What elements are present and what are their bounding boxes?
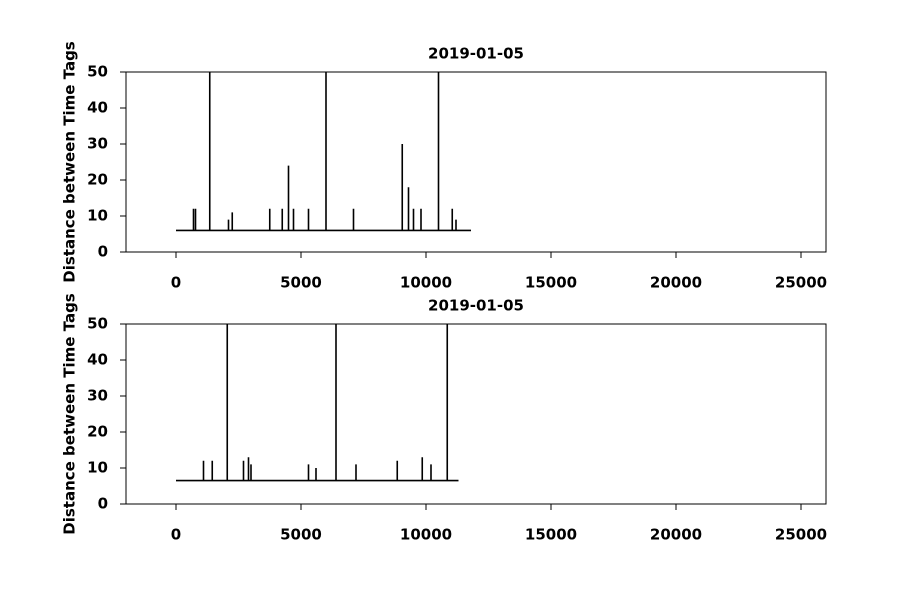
y-tick-label: 0	[98, 495, 108, 513]
y-tick-label: 20	[87, 171, 108, 189]
x-tick-label: 10000	[400, 274, 452, 292]
x-tick-label: 25000	[775, 526, 827, 544]
x-tick-label: 0	[171, 526, 181, 544]
x-tick-label: 0	[171, 274, 181, 292]
x-tick-label: 15000	[525, 526, 577, 544]
chart-title: 2019-01-05	[428, 45, 524, 63]
plot-frame	[125, 323, 827, 505]
x-tick-label: 10000	[400, 526, 452, 544]
x-tick-label: 20000	[650, 526, 702, 544]
chart-title: 2019-01-05	[428, 297, 524, 315]
y-tick-label: 50	[87, 315, 108, 333]
x-tick-label: 20000	[650, 274, 702, 292]
y-tick-label: 10	[87, 207, 108, 225]
y-tick-label: 30	[87, 135, 108, 153]
y-axis-label: Distance between Time Tags	[61, 41, 79, 283]
y-tick-label: 40	[87, 351, 108, 369]
x-tick-label: 15000	[525, 274, 577, 292]
plot-frame	[125, 71, 827, 253]
x-tick-label: 5000	[280, 526, 322, 544]
y-tick-label: 50	[87, 63, 108, 81]
data-line	[176, 324, 459, 482]
y-tick-label: 0	[98, 243, 108, 261]
data-line	[176, 72, 471, 232]
y-tick-label: 10	[87, 459, 108, 477]
y-tick-label: 20	[87, 423, 108, 441]
x-tick-label: 5000	[280, 274, 322, 292]
x-tick-label: 25000	[775, 274, 827, 292]
y-tick-label: 30	[87, 387, 108, 405]
y-tick-label: 40	[87, 99, 108, 117]
y-axis-label: Distance between Time Tags	[61, 293, 79, 535]
